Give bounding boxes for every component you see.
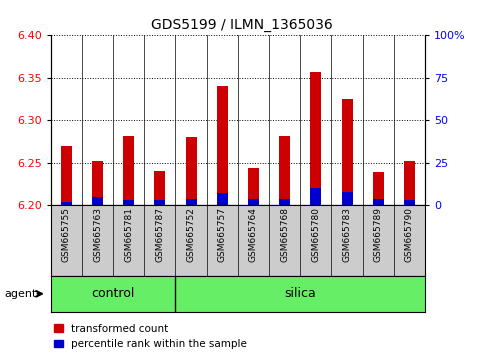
Bar — [92, 197, 103, 205]
Bar — [248, 199, 259, 205]
Bar — [123, 136, 134, 205]
Bar — [92, 161, 103, 205]
Text: GSM665781: GSM665781 — [124, 207, 133, 262]
Bar — [155, 200, 165, 205]
Text: control: control — [91, 287, 135, 300]
Bar — [61, 202, 72, 205]
Text: GSM665768: GSM665768 — [280, 207, 289, 262]
Text: GSM665755: GSM665755 — [62, 207, 71, 262]
Bar — [404, 161, 415, 205]
Bar — [341, 99, 353, 205]
Text: GSM665757: GSM665757 — [218, 207, 227, 262]
Bar — [279, 136, 290, 205]
Bar — [248, 168, 259, 205]
Bar — [373, 172, 384, 205]
Text: GSM665790: GSM665790 — [405, 207, 414, 262]
Text: agent: agent — [5, 289, 37, 299]
Bar — [217, 86, 228, 205]
Text: GSM665787: GSM665787 — [156, 207, 164, 262]
Text: GSM665780: GSM665780 — [312, 207, 320, 262]
Bar — [217, 193, 228, 205]
Text: GSM665789: GSM665789 — [374, 207, 383, 262]
Bar — [341, 192, 353, 205]
Bar — [61, 146, 72, 205]
Text: GSM665763: GSM665763 — [93, 207, 102, 262]
Bar — [185, 199, 197, 205]
Bar — [311, 188, 321, 205]
Bar — [311, 72, 321, 205]
Legend: transformed count, percentile rank within the sample: transformed count, percentile rank withi… — [54, 324, 247, 349]
Text: silica: silica — [284, 287, 316, 300]
Text: GDS5199 / ILMN_1365036: GDS5199 / ILMN_1365036 — [151, 18, 332, 32]
Bar — [185, 137, 197, 205]
Bar — [123, 200, 134, 205]
Text: GSM665783: GSM665783 — [342, 207, 352, 262]
Bar — [279, 199, 290, 205]
Text: GSM665764: GSM665764 — [249, 207, 258, 262]
Bar — [155, 171, 165, 205]
Bar — [404, 200, 415, 205]
Bar — [373, 199, 384, 205]
Text: GSM665752: GSM665752 — [186, 207, 196, 262]
